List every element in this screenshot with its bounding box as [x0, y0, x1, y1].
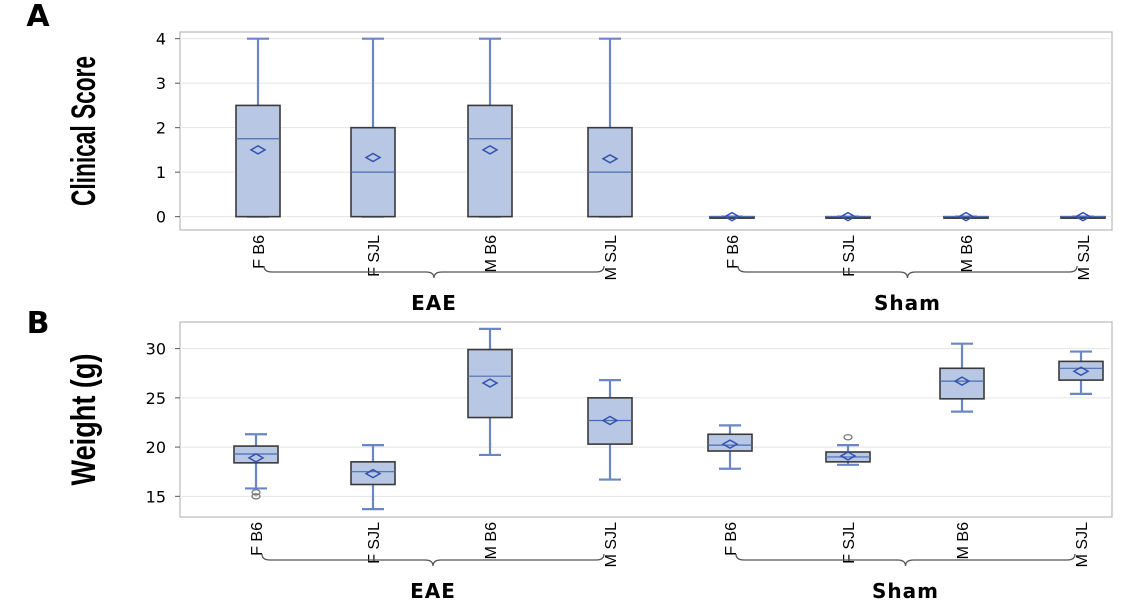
mean-marker [601, 415, 619, 426]
outlier-point [843, 433, 853, 441]
y-tick-label: 30 [146, 340, 166, 359]
box-8 [1058, 350, 1104, 395]
box-iqr [939, 367, 985, 400]
box-iqr [467, 104, 513, 218]
mean-marker [839, 211, 857, 222]
plot-frame [179, 321, 1113, 518]
box-2 [350, 444, 396, 511]
y-tick-label: 2 [156, 119, 166, 138]
box-4 [587, 37, 633, 218]
category-label: F SJL [841, 235, 858, 277]
category-label: M SJL [603, 522, 620, 567]
box-1 [235, 37, 281, 218]
box-7 [939, 342, 985, 413]
mean-marker [721, 439, 739, 449]
group-label: Sham [874, 291, 941, 315]
mean-marker [723, 211, 741, 222]
group-label: EAE [411, 291, 457, 315]
panel-letter: A [26, 0, 50, 34]
box-7 [943, 211, 989, 222]
box-5 [707, 424, 753, 470]
group-brace [735, 553, 1076, 567]
outlier-point [251, 489, 261, 496]
box-8 [1060, 211, 1106, 222]
category-label: M SJL [1074, 522, 1091, 567]
box-5 [709, 211, 755, 222]
box-iqr [1058, 360, 1104, 381]
box-iqr [350, 461, 396, 486]
y-tick-label: 4 [156, 30, 166, 49]
y-axis-label: Weight (g) [65, 354, 103, 486]
group-brace [737, 265, 1078, 279]
mean-marker [247, 453, 265, 463]
y-tick-label: 25 [146, 389, 166, 408]
box-3 [467, 37, 513, 218]
category-label: F SJL [841, 522, 858, 564]
mean-marker [249, 145, 267, 155]
mean-marker [481, 145, 499, 155]
category-label: M B6 [483, 522, 500, 559]
mean-marker [601, 153, 619, 164]
box-6 [825, 211, 871, 222]
category-label: F SJL [366, 522, 383, 564]
category-label: M B6 [483, 235, 500, 272]
plot-frame [179, 31, 1113, 231]
y-axis-label: Clinical Score [65, 56, 103, 206]
mean-marker [839, 451, 857, 461]
y-tick-label: 0 [156, 208, 166, 227]
y-tick-label: 1 [156, 163, 166, 182]
box-4 [587, 379, 633, 481]
outlier-point [251, 493, 261, 500]
box-iqr [235, 104, 281, 218]
panel-a: A 0 1 2 3 4 Clinical Score F B6 F SJL M B6 M SJL F … [26, 0, 1113, 315]
category-label: F B6 [249, 522, 266, 556]
group-label: EAE [410, 579, 456, 603]
category-label: M SJL [603, 235, 620, 280]
panel-b: B 15 20 25 30 Weight (g) F B6 F SJL M B6 M SJL F B… [27, 306, 1113, 603]
category-label: M SJL [1076, 235, 1093, 280]
mean-marker [953, 376, 971, 386]
y-tick-label: 3 [156, 74, 166, 93]
box-iqr [707, 433, 753, 452]
mean-marker [957, 211, 975, 222]
category-label: F SJL [366, 235, 383, 277]
category-label: M B6 [955, 522, 972, 559]
y-tick-label: 20 [146, 438, 166, 457]
box-3 [467, 327, 513, 457]
group-brace [263, 265, 605, 279]
group-brace [261, 553, 605, 567]
mean-marker [1072, 366, 1090, 377]
y-tick-label: 15 [146, 487, 166, 506]
mean-marker [364, 152, 382, 163]
box-1 [233, 433, 279, 500]
category-label: F B6 [723, 522, 740, 556]
box-2 [350, 37, 396, 218]
box-iqr [467, 348, 513, 419]
mean-marker [1074, 211, 1092, 222]
mean-marker [481, 378, 499, 388]
panel-letter: B [27, 306, 50, 341]
category-label: F B6 [725, 235, 742, 269]
mean-marker [364, 468, 382, 479]
category-label: F B6 [251, 235, 268, 269]
category-label: M B6 [959, 235, 976, 272]
box-6 [825, 433, 871, 466]
group-label: Sham [872, 579, 939, 603]
